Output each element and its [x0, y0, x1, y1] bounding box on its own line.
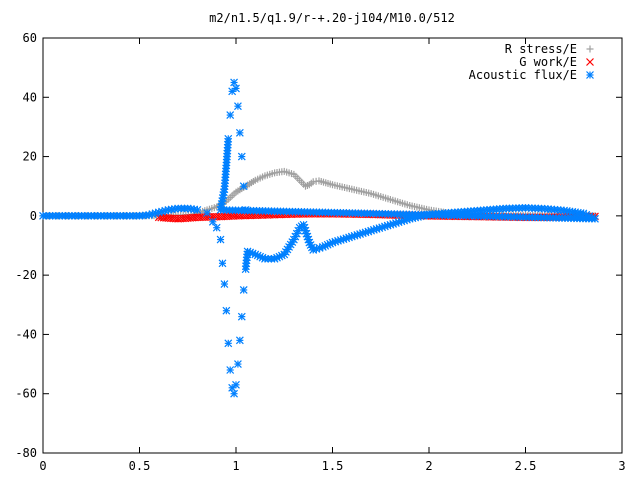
y-tick-label: 60 — [23, 31, 37, 45]
legend-marker — [586, 58, 594, 66]
data-point — [226, 366, 235, 374]
data-point — [203, 208, 211, 217]
data-point — [224, 339, 233, 348]
legend-marker — [586, 71, 594, 79]
x-tick-label: 3 — [618, 459, 625, 473]
data-point — [234, 102, 242, 111]
y-tick-label: -60 — [15, 387, 37, 401]
x-tick-label: 0.5 — [129, 459, 151, 473]
axes: 0 0.5 1 1.5 2 2.5 3 -80 -60 -40 -20 0 20 40 60 — [15, 31, 625, 473]
data-point — [228, 383, 237, 392]
chart-title: m2/n1.5/q1.9/r-+.20-j104/M10.0/512 — [209, 11, 455, 25]
data-point — [230, 78, 238, 87]
data-point — [234, 360, 242, 368]
legend-label: G work/E — [519, 55, 577, 69]
y-tick-label: 20 — [23, 150, 37, 164]
y-tick-label: -80 — [15, 446, 37, 460]
data-point — [222, 306, 231, 315]
data-point — [237, 152, 246, 161]
series-marks — [39, 78, 599, 398]
data-point — [224, 134, 233, 143]
y-tick-label: 0 — [30, 209, 37, 223]
data-point — [212, 223, 221, 232]
data-point — [237, 312, 246, 321]
data-point — [228, 87, 237, 96]
legend-marker — [586, 45, 594, 53]
y-tick-label: -20 — [15, 268, 37, 282]
data-point — [239, 182, 248, 191]
data-point — [220, 280, 229, 288]
y-tick-label: 40 — [23, 90, 37, 104]
y-tick-label: -40 — [15, 327, 37, 341]
data-point — [232, 380, 240, 389]
data-point — [235, 336, 244, 345]
x-tick-label: 2 — [425, 459, 432, 473]
data-point — [241, 206, 250, 214]
series-2 — [39, 78, 599, 398]
legend-label: R stress/E — [505, 42, 577, 56]
data-point — [208, 217, 217, 226]
data-point — [193, 206, 202, 214]
x-tick-label: 2.5 — [515, 459, 537, 473]
data-point — [230, 389, 238, 398]
data-point — [239, 286, 248, 294]
data-point — [226, 111, 235, 119]
data-point — [235, 128, 244, 137]
data-point — [218, 259, 227, 268]
x-tick-label: 0 — [39, 459, 46, 473]
x-tick-label: 1 — [232, 459, 239, 473]
legend-label: Acoustic flux/E — [469, 68, 577, 82]
data-point — [232, 84, 240, 93]
x-tick-label: 1.5 — [322, 459, 344, 473]
data-point — [216, 235, 225, 244]
